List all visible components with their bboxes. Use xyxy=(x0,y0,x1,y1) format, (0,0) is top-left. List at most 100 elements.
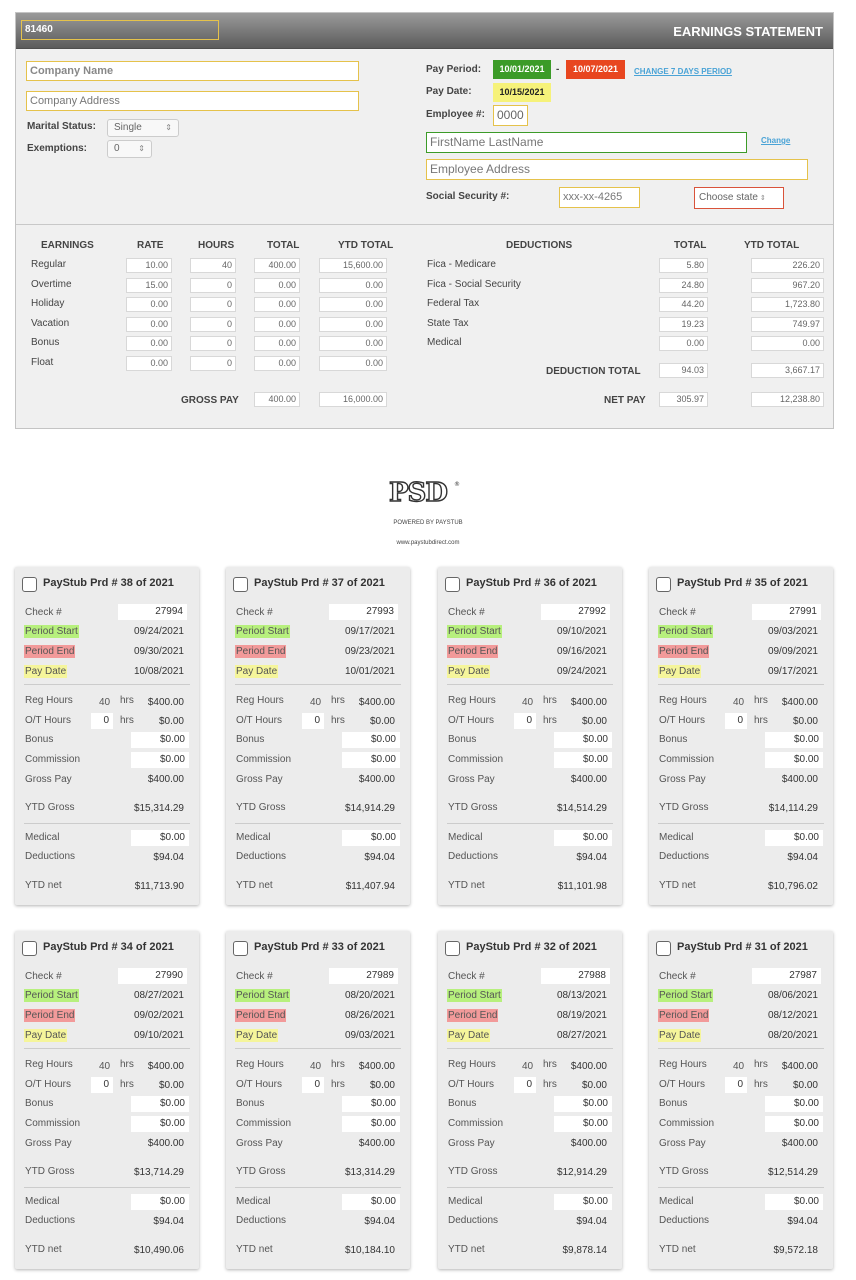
earning-total-field[interactable]: 0.00 xyxy=(254,356,300,371)
earning-ytd-field[interactable]: 0.00 xyxy=(319,336,387,352)
earning-rate-field[interactable]: 10.00 xyxy=(126,258,172,273)
earning-ytd-field[interactable]: 0.00 xyxy=(319,316,387,332)
change-name-link[interactable]: Change xyxy=(761,136,791,145)
check-number[interactable]: 27993 xyxy=(329,604,398,620)
ot-hours-value[interactable]: 0 xyxy=(91,1077,113,1093)
check-number[interactable]: 27989 xyxy=(329,968,398,984)
medical-value[interactable]: $0.00 xyxy=(765,1194,823,1210)
medical-value[interactable]: $0.00 xyxy=(131,1194,189,1210)
earning-total-field[interactable]: 0.00 xyxy=(254,336,300,352)
employee-name-field[interactable]: FirstName LastName xyxy=(426,132,747,153)
earning-ytd-field[interactable]: 15,600.00 xyxy=(319,258,387,273)
net-pay-value[interactable]: 305.97 xyxy=(659,392,708,407)
bonus-value[interactable]: $0.00 xyxy=(342,732,400,748)
commission-value[interactable]: $0.00 xyxy=(765,752,823,768)
earning-ytd-field[interactable]: 0.00 xyxy=(319,356,387,371)
reg-hours-value[interactable]: 40 xyxy=(310,1061,322,1072)
reg-hours-value[interactable]: 40 xyxy=(733,1061,745,1072)
deduction-ytd-field[interactable]: 1,723.80 xyxy=(751,297,824,313)
bonus-value[interactable]: $0.00 xyxy=(765,1096,823,1112)
change-period-link[interactable]: CHANGE 7 DAYS PERIOD xyxy=(634,67,732,76)
ot-hours-value[interactable]: 0 xyxy=(302,713,324,729)
bonus-value[interactable]: $0.00 xyxy=(131,732,189,748)
check-number[interactable]: 27991 xyxy=(752,604,821,620)
paystub-checkbox[interactable] xyxy=(233,577,248,592)
earning-rate-field[interactable]: 0.00 xyxy=(126,297,172,313)
reg-hours-value[interactable]: 40 xyxy=(99,1061,111,1072)
medical-value[interactable]: $0.00 xyxy=(131,830,189,846)
commission-value[interactable]: $0.00 xyxy=(554,1116,612,1132)
ot-hours-value[interactable]: 0 xyxy=(91,713,113,729)
commission-value[interactable]: $0.00 xyxy=(342,1116,400,1132)
medical-value[interactable]: $0.00 xyxy=(342,830,400,846)
bonus-value[interactable]: $0.00 xyxy=(765,732,823,748)
earning-ytd-field[interactable]: 0.00 xyxy=(319,277,387,293)
deduction-ytd-field[interactable]: 0.00 xyxy=(751,336,824,352)
paystub-checkbox[interactable] xyxy=(22,577,37,592)
gross-pay-value[interactable]: 400.00 xyxy=(254,392,300,407)
company-address-field[interactable]: Company Address xyxy=(26,91,359,111)
bonus-value[interactable]: $0.00 xyxy=(554,1096,612,1112)
earning-rate-field[interactable]: 15.00 xyxy=(126,277,172,293)
ot-hours-value[interactable]: 0 xyxy=(514,713,536,729)
earning-hours-field[interactable]: 0 xyxy=(190,277,236,293)
period-start-date[interactable]: 10/01/2021 xyxy=(493,60,551,79)
state-select[interactable]: Choose state ⇕ xyxy=(694,187,784,209)
check-number[interactable]: 27990 xyxy=(118,968,187,984)
earning-hours-field[interactable]: 40 xyxy=(190,258,236,273)
deduction-total-field[interactable]: 19.23 xyxy=(659,316,708,332)
earning-total-field[interactable]: 0.00 xyxy=(254,316,300,332)
medical-value[interactable]: $0.00 xyxy=(765,830,823,846)
reg-hours-value[interactable]: 40 xyxy=(99,697,111,708)
paystub-checkbox[interactable] xyxy=(445,941,460,956)
earning-hours-field[interactable]: 0 xyxy=(190,316,236,332)
deduction-total-field[interactable]: 5.80 xyxy=(659,258,708,273)
reg-hours-value[interactable]: 40 xyxy=(733,697,745,708)
commission-value[interactable]: $0.00 xyxy=(131,752,189,768)
ot-hours-value[interactable]: 0 xyxy=(725,713,747,729)
paystub-checkbox[interactable] xyxy=(656,577,671,592)
earning-hours-field[interactable]: 0 xyxy=(190,297,236,313)
net-ytd-value[interactable]: 12,238.80 xyxy=(751,392,824,407)
earning-total-field[interactable]: 0.00 xyxy=(254,277,300,293)
marital-status-select[interactable]: Single ⇕ xyxy=(107,119,179,137)
earning-ytd-field[interactable]: 0.00 xyxy=(319,297,387,313)
period-end-date[interactable]: 10/07/2021 xyxy=(566,60,625,79)
commission-value[interactable]: $0.00 xyxy=(342,752,400,768)
earning-rate-field[interactable]: 0.00 xyxy=(126,356,172,371)
paystub-checkbox[interactable] xyxy=(233,941,248,956)
bonus-value[interactable]: $0.00 xyxy=(554,732,612,748)
commission-value[interactable]: $0.00 xyxy=(554,752,612,768)
earning-rate-field[interactable]: 0.00 xyxy=(126,336,172,352)
commission-value[interactable]: $0.00 xyxy=(131,1116,189,1132)
deduction-total-value[interactable]: 94.03 xyxy=(659,363,708,378)
deduction-total-field[interactable]: 44.20 xyxy=(659,297,708,313)
paystub-checkbox[interactable] xyxy=(656,941,671,956)
employee-number-field[interactable]: 0000 xyxy=(493,105,528,126)
ot-hours-value[interactable]: 0 xyxy=(514,1077,536,1093)
earning-total-field[interactable]: 0.00 xyxy=(254,297,300,313)
ot-hours-value[interactable]: 0 xyxy=(725,1077,747,1093)
deduction-ytd-value[interactable]: 3,667.17 xyxy=(751,363,824,378)
deduction-ytd-field[interactable]: 749.97 xyxy=(751,316,824,332)
check-number[interactable]: 27992 xyxy=(541,604,610,620)
check-number[interactable]: 27988 xyxy=(541,968,610,984)
gross-ytd-value[interactable]: 16,000.00 xyxy=(319,392,387,407)
reg-hours-value[interactable]: 40 xyxy=(522,1061,534,1072)
earning-rate-field[interactable]: 0.00 xyxy=(126,316,172,332)
bonus-value[interactable]: $0.00 xyxy=(342,1096,400,1112)
earning-hours-field[interactable]: 0 xyxy=(190,336,236,352)
check-number[interactable]: 27987 xyxy=(752,968,821,984)
paystub-checkbox[interactable] xyxy=(445,577,460,592)
paystub-checkbox[interactable] xyxy=(22,941,37,956)
ot-hours-value[interactable]: 0 xyxy=(302,1077,324,1093)
exemptions-select[interactable]: 0 ⇕ xyxy=(107,140,152,158)
company-name-field[interactable]: Company Name xyxy=(26,61,359,81)
medical-value[interactable]: $0.00 xyxy=(554,1194,612,1210)
check-number[interactable]: 27994 xyxy=(118,604,187,620)
reg-hours-value[interactable]: 40 xyxy=(522,697,534,708)
reg-hours-value[interactable]: 40 xyxy=(310,697,322,708)
pay-date-value[interactable]: 10/15/2021 xyxy=(493,83,551,102)
medical-value[interactable]: $0.00 xyxy=(342,1194,400,1210)
employee-id-field[interactable]: 81460 xyxy=(21,20,219,40)
